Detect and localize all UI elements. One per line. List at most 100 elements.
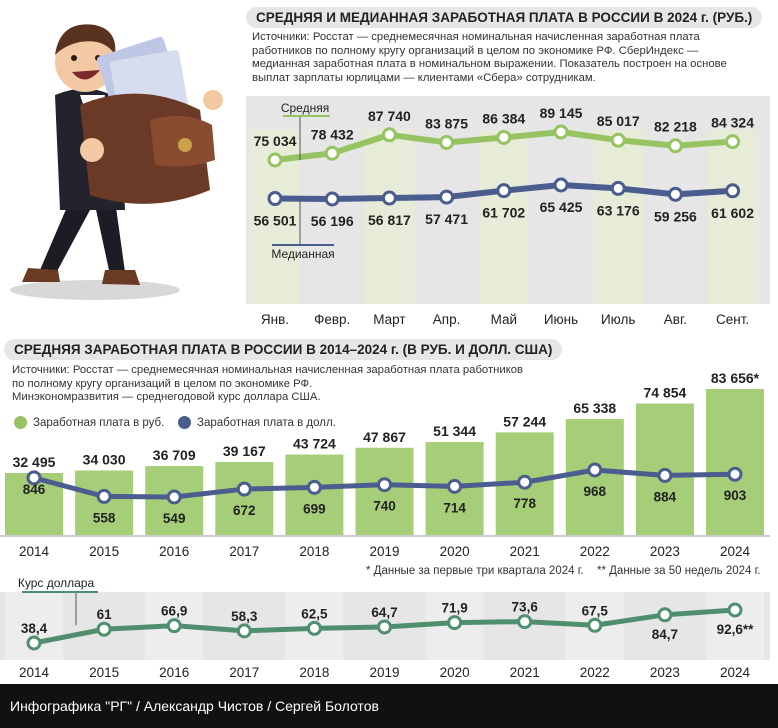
exchange-point bbox=[236, 623, 252, 639]
rub-value-label: 43 724 bbox=[293, 436, 336, 452]
average-point bbox=[439, 134, 455, 150]
month-bar bbox=[593, 130, 644, 304]
usd-value-label: 672 bbox=[233, 503, 256, 518]
exchange-value-label: 62,5 bbox=[301, 606, 328, 621]
average-value-label: 84 324 bbox=[711, 115, 754, 131]
top-source-line: работников по полному кругу организаций … bbox=[252, 44, 699, 57]
year-label: 2020 bbox=[440, 544, 470, 559]
bar-baseline bbox=[0, 535, 770, 537]
rub-value-label: 74 854 bbox=[643, 384, 686, 400]
year-label: 2019 bbox=[369, 544, 399, 559]
median-value-label: 56 501 bbox=[254, 213, 297, 229]
exchange-value-label: 61 bbox=[97, 607, 113, 622]
exchange-year-label: 2021 bbox=[510, 665, 540, 680]
exchange-value-label: 73,6 bbox=[512, 600, 539, 615]
rub-value-label: 34 030 bbox=[83, 451, 126, 467]
bottom-source-line: Источники: Росстат — среднемесячная номи… bbox=[12, 364, 524, 376]
average-value-label: 83 875 bbox=[425, 115, 468, 131]
usd-value-label: 778 bbox=[513, 496, 536, 511]
usd-point bbox=[306, 479, 322, 495]
usd-value-label: 714 bbox=[443, 500, 466, 515]
month-label: Янв. bbox=[261, 312, 289, 327]
month-label: Апр. bbox=[433, 312, 461, 327]
bottom-source-line: по полному кругу организаций в целом по … bbox=[12, 377, 313, 390]
rub-value-label: 47 867 bbox=[363, 429, 406, 445]
annual-wage-chart: 32 495 34 030 36 709 39 167 43 724 47 867 51 3… bbox=[0, 370, 770, 680]
month-label: Май bbox=[491, 312, 517, 327]
legend-usd-label: Заработная плата в долл. bbox=[197, 416, 336, 429]
exchange-point bbox=[26, 635, 42, 651]
exchange-point bbox=[166, 618, 182, 634]
median-point bbox=[267, 191, 283, 207]
legend-usd-swatch bbox=[178, 416, 191, 429]
usd-value-label: 699 bbox=[303, 501, 326, 516]
top-source-line: медианная заработная плата в номинальном… bbox=[252, 58, 727, 71]
average-point bbox=[553, 124, 569, 140]
exchange-point bbox=[377, 619, 392, 635]
rub-value-label: 83 656* bbox=[711, 370, 760, 386]
average-point bbox=[324, 145, 340, 161]
usd-value-label: 968 bbox=[584, 484, 607, 499]
usd-value-label: 549 bbox=[163, 511, 186, 526]
average-point bbox=[667, 138, 683, 154]
median-point bbox=[496, 183, 512, 199]
year-label: 2024 bbox=[720, 544, 751, 559]
median-point bbox=[553, 177, 569, 193]
usd-point bbox=[26, 470, 42, 486]
bottom-chart-title: СРЕДНЯЯ ЗАРАБОТНАЯ ПЛАТА В РОССИИ В 2014… bbox=[4, 339, 563, 360]
month-label: Июнь bbox=[544, 312, 578, 327]
average-value-label: 75 034 bbox=[254, 133, 297, 149]
top-chart-title: СРЕДНЯЯ И МЕДИАННАЯ ЗАРАБОТНАЯ ПЛАТА В Р… bbox=[246, 7, 763, 28]
man-with-wallet-illustration bbox=[10, 24, 223, 300]
usd-value-label: 740 bbox=[373, 499, 396, 514]
legend-usd: Заработная плата в долл. bbox=[178, 416, 336, 429]
exchange-year-label: 2020 bbox=[440, 665, 470, 680]
average-point bbox=[267, 152, 283, 168]
usd-point bbox=[587, 462, 603, 478]
usd-point bbox=[657, 467, 673, 483]
median-value-label: 63 176 bbox=[597, 202, 640, 218]
median-value-label: 56 196 bbox=[311, 213, 354, 229]
year-label: 2018 bbox=[299, 544, 329, 559]
monthly-wage-chart: Янв. Февр. Март Апр. Май Июнь Июль Авг. Сент. 75 … bbox=[246, 96, 770, 327]
top-source-line: Источники: Росстат — среднемесячная номи… bbox=[252, 31, 700, 43]
month-bar bbox=[364, 130, 415, 304]
exchange-value-label: 84,7 bbox=[652, 627, 678, 642]
footer-credits: Инфографика "РГ" / Александр Чистов / Се… bbox=[0, 684, 778, 728]
exchange-value-label: 92,6** bbox=[717, 622, 755, 637]
rub-value-label: 39 167 bbox=[223, 443, 266, 459]
year-label: 2014 bbox=[19, 544, 50, 559]
year-label: 2023 bbox=[650, 544, 680, 559]
rub-bar bbox=[706, 389, 764, 535]
exchange-point bbox=[727, 602, 743, 618]
legend-rub: Заработная плата в руб. bbox=[14, 416, 164, 429]
exchange-value-label: 66,9 bbox=[161, 604, 187, 619]
year-label: 2015 bbox=[89, 544, 119, 559]
usd-value-label: 846 bbox=[23, 482, 46, 497]
top-source-line: выплат зарплаты юрлицами — клиентами «Сб… bbox=[252, 71, 596, 84]
average-point bbox=[610, 132, 626, 148]
rub-value-label: 51 344 bbox=[433, 423, 476, 439]
rub-value-label: 65 338 bbox=[573, 400, 616, 416]
median-series-name: Медианная bbox=[271, 247, 334, 261]
median-point bbox=[610, 180, 626, 196]
exchange-point bbox=[306, 620, 322, 636]
exchange-year-label: 2015 bbox=[89, 665, 119, 680]
median-value-label: 61 702 bbox=[482, 205, 525, 221]
average-point bbox=[496, 129, 512, 145]
month-label: Февр. bbox=[314, 312, 350, 327]
year-label: 2021 bbox=[510, 544, 540, 559]
year-label: 2022 bbox=[580, 544, 610, 559]
exchange-value-label: 71,9 bbox=[441, 601, 467, 616]
median-value-label: 65 425 bbox=[540, 199, 583, 215]
median-point bbox=[725, 183, 741, 199]
exchange-year-label: 2024 bbox=[720, 665, 751, 680]
median-point bbox=[667, 186, 683, 202]
month-bar bbox=[478, 130, 529, 304]
month-label: Март bbox=[373, 312, 405, 327]
rub-bar bbox=[215, 462, 274, 535]
month-label: Сент. bbox=[716, 312, 749, 327]
exchange-point bbox=[517, 614, 533, 630]
median-value-label: 57 471 bbox=[425, 211, 468, 227]
usd-point bbox=[447, 478, 463, 494]
